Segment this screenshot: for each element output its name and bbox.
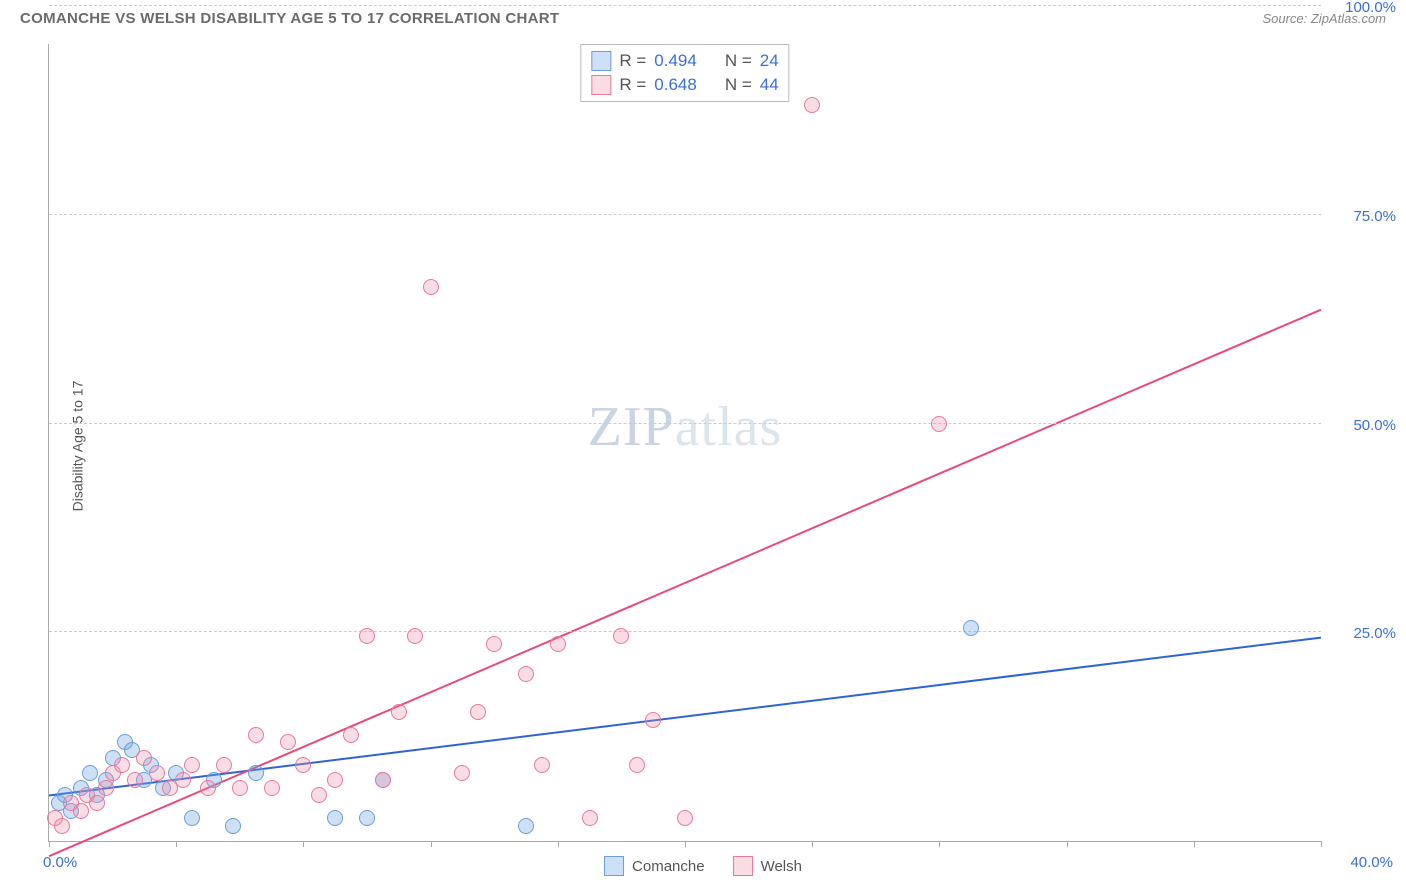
y-tick-label: 50.0% [1353, 417, 1396, 434]
x-tick [1194, 841, 1195, 847]
x-tick [176, 841, 177, 847]
data-point [248, 765, 264, 781]
data-point [327, 772, 343, 788]
data-point [407, 628, 423, 644]
data-point [582, 810, 598, 826]
legend-swatch [591, 51, 611, 71]
data-point [645, 712, 661, 728]
legend-series: Comanche Welsh [604, 856, 802, 876]
data-point [264, 780, 280, 796]
x-tick [685, 841, 686, 847]
legend-series-item: Comanche [604, 856, 705, 876]
grid-line [49, 631, 1321, 632]
data-point [423, 279, 439, 295]
x-tick [1321, 841, 1322, 847]
trend-line [49, 638, 1321, 796]
data-point [518, 666, 534, 682]
x-tick [812, 841, 813, 847]
data-point [804, 97, 820, 113]
data-point [114, 757, 130, 773]
data-point [54, 818, 70, 834]
chart-title: COMANCHE VS WELSH DISABILITY AGE 5 TO 17… [20, 10, 559, 27]
data-point [391, 704, 407, 720]
data-point [295, 757, 311, 773]
n-value: 24 [760, 51, 779, 71]
n-value: 44 [760, 75, 779, 95]
data-point [534, 757, 550, 773]
legend-stats: R = 0.494 N = 24 R = 0.648 N = 44 [580, 44, 789, 102]
data-point [184, 810, 200, 826]
x-tick [558, 841, 559, 847]
legend-series-label: Comanche [632, 858, 705, 875]
data-point [629, 757, 645, 773]
data-point [149, 765, 165, 781]
trend-lines [49, 44, 1321, 841]
x-tick [303, 841, 304, 847]
data-point [136, 750, 152, 766]
legend-swatch [591, 75, 611, 95]
r-label: R = [619, 75, 646, 95]
y-tick-label: 25.0% [1353, 625, 1396, 642]
legend-swatch [733, 856, 753, 876]
data-point [470, 704, 486, 720]
data-point [963, 620, 979, 636]
x-tick-label: 40.0% [1350, 854, 1393, 871]
legend-series-item: Welsh [733, 856, 802, 876]
data-point [280, 734, 296, 750]
data-point [486, 636, 502, 652]
data-point [98, 780, 114, 796]
data-point [677, 810, 693, 826]
x-tick [939, 841, 940, 847]
data-point [311, 787, 327, 803]
scatter-chart: ZIPatlas R =0.494N =24R =0.648N =44 25.0… [48, 44, 1321, 842]
grid-line [49, 214, 1321, 215]
legend-series-label: Welsh [761, 858, 802, 875]
data-point [327, 810, 343, 826]
data-point [454, 765, 470, 781]
x-tick [49, 841, 50, 847]
x-tick [431, 841, 432, 847]
legend-stat-row: R = 0.648 N = 44 [591, 73, 778, 97]
data-point [232, 780, 248, 796]
data-point [175, 772, 191, 788]
grid-line [49, 5, 1321, 6]
n-label: N = [725, 75, 752, 95]
trend-line [49, 310, 1321, 857]
n-label: N = [725, 51, 752, 71]
data-point [216, 757, 232, 773]
data-point [931, 416, 947, 432]
data-point [248, 727, 264, 743]
data-point [89, 795, 105, 811]
r-value: 0.648 [654, 75, 697, 95]
data-point [613, 628, 629, 644]
data-point [343, 727, 359, 743]
data-point [73, 803, 89, 819]
data-point [127, 772, 143, 788]
data-point [359, 810, 375, 826]
data-point [184, 757, 200, 773]
data-point [359, 628, 375, 644]
data-point [225, 818, 241, 834]
r-label: R = [619, 51, 646, 71]
legend-swatch [604, 856, 624, 876]
x-tick-label: 0.0% [43, 854, 77, 871]
x-tick [1067, 841, 1068, 847]
data-point [200, 780, 216, 796]
data-point [518, 818, 534, 834]
r-value: 0.494 [654, 51, 697, 71]
y-tick-label: 100.0% [1345, 0, 1396, 16]
legend-stat-row: R = 0.494 N = 24 [591, 49, 778, 73]
data-point [550, 636, 566, 652]
grid-line [49, 423, 1321, 424]
data-point [375, 772, 391, 788]
y-tick-label: 75.0% [1353, 208, 1396, 225]
data-point [82, 765, 98, 781]
